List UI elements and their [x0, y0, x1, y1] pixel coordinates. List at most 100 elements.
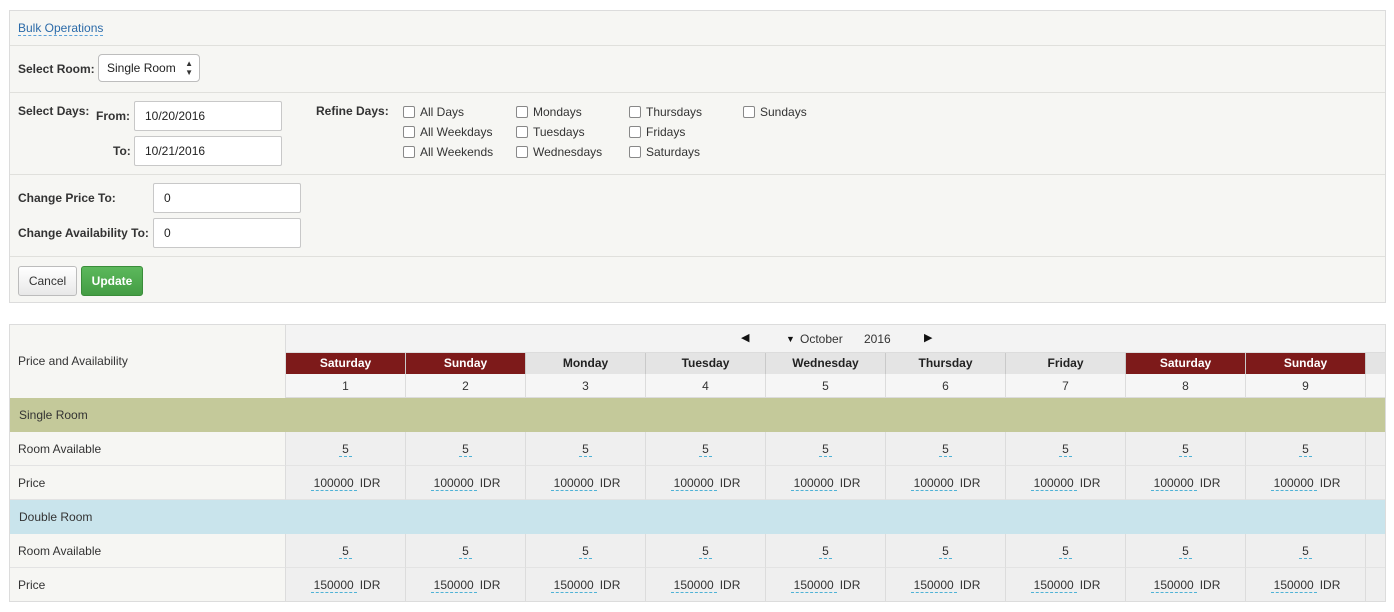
price-cell: 100000 IDR [526, 466, 646, 500]
availability-value[interactable]: 5 [339, 442, 352, 457]
checkbox-icon[interactable] [743, 106, 755, 118]
availability-value[interactable]: 5 [939, 442, 952, 457]
price-value[interactable]: 100000 [550, 476, 597, 491]
day-header: Sunday [1246, 353, 1366, 374]
cancel-button[interactable]: Cancel [18, 266, 77, 296]
price-cell: 150000 IDR [1246, 568, 1366, 601]
checkbox-icon[interactable] [629, 106, 641, 118]
price-value[interactable]: 150000 [430, 578, 477, 593]
day-header: Wednesday [766, 353, 886, 374]
update-button[interactable]: Update [81, 266, 143, 296]
availability-value[interactable]: 5 [819, 544, 832, 559]
availability-value[interactable]: 5 [699, 544, 712, 559]
checkbox-all-days[interactable]: All Days [403, 105, 464, 119]
price-cell: 100000 IDR [646, 466, 766, 500]
availability-value[interactable]: 5 [1179, 544, 1192, 559]
price-availability-grid: Price and Availability ◀ ▼ October 2016 … [9, 324, 1386, 602]
day-header: Monday [526, 353, 646, 374]
availability-value[interactable]: 5 [1179, 442, 1192, 457]
change-availability-input[interactable]: 0 [153, 218, 301, 248]
year-value[interactable]: 2016 [864, 332, 891, 346]
row-filler [1366, 568, 1385, 601]
checkbox-mondays[interactable]: Mondays [516, 105, 582, 119]
date-cell: 7 [1006, 374, 1126, 398]
price-value[interactable]: 150000 [1270, 578, 1317, 593]
currency-label: IDR [359, 578, 381, 592]
price-value[interactable]: 150000 [910, 578, 957, 593]
price-cell: 150000 IDR [766, 568, 886, 601]
currency-label: IDR [1199, 476, 1221, 490]
price-value[interactable]: 150000 [1030, 578, 1077, 593]
prev-month-icon[interactable]: ◀ [741, 332, 750, 344]
availability-value[interactable]: 5 [1059, 544, 1072, 559]
from-date-input[interactable]: 10/20/2016 [134, 101, 282, 131]
price-value[interactable]: 100000 [1270, 476, 1317, 491]
bulk-operations-panel: Bulk Operations Select Room: Single Room… [9, 10, 1386, 303]
date-cell: 2 [406, 374, 526, 398]
availability-value[interactable]: 5 [579, 442, 592, 457]
checkbox-all-weekdays[interactable]: All Weekdays [403, 125, 492, 139]
availability-value[interactable]: 5 [1299, 442, 1312, 457]
price-cell: 100000 IDR [1126, 466, 1246, 500]
change-price-input[interactable]: 0 [153, 183, 301, 213]
price-label: Price [10, 568, 286, 601]
availability-value[interactable]: 5 [939, 544, 952, 559]
checkbox-saturdays[interactable]: Saturdays [629, 145, 700, 159]
currency-label: IDR [479, 476, 501, 490]
checkbox-icon[interactable] [629, 126, 641, 138]
bulk-operations-link[interactable]: Bulk Operations [18, 21, 104, 36]
checkbox-wednesdays[interactable]: Wednesdays [516, 145, 602, 159]
checkbox-icon[interactable] [516, 126, 528, 138]
date-cell-filler [1366, 374, 1385, 398]
availability-value[interactable]: 5 [339, 544, 352, 559]
availability-value[interactable]: 5 [1299, 544, 1312, 559]
availability-value[interactable]: 5 [819, 442, 832, 457]
price-value[interactable]: 100000 [430, 476, 477, 491]
row-filler [1366, 466, 1385, 500]
price-value[interactable]: 100000 [1030, 476, 1077, 491]
price-value[interactable]: 100000 [310, 476, 357, 491]
checkbox-icon[interactable] [403, 126, 415, 138]
price-value[interactable]: 150000 [310, 578, 357, 593]
availability-cell: 5 [1246, 534, 1366, 568]
price-value[interactable]: 100000 [790, 476, 837, 491]
checkbox-icon[interactable] [629, 146, 641, 158]
availability-value[interactable]: 5 [459, 544, 472, 559]
checkbox-icon[interactable] [403, 146, 415, 158]
currency-label: IDR [599, 578, 621, 592]
currency-label: IDR [1319, 578, 1341, 592]
availability-cell: 5 [406, 534, 526, 568]
next-month-icon[interactable]: ▶ [924, 332, 933, 344]
row-filler [1366, 534, 1385, 568]
to-date-input[interactable]: 10/21/2016 [134, 136, 282, 166]
checkbox-tuesdays[interactable]: Tuesdays [516, 125, 585, 139]
checkbox-thursdays[interactable]: Thursdays [629, 105, 702, 119]
price-cell: 100000 IDR [286, 466, 406, 500]
month-dropdown-icon[interactable]: ▼ [786, 334, 795, 344]
date-cell: 5 [766, 374, 886, 398]
price-cell: 150000 IDR [886, 568, 1006, 601]
availability-value[interactable]: 5 [1059, 442, 1072, 457]
price-value[interactable]: 150000 [550, 578, 597, 593]
price-value[interactable]: 100000 [910, 476, 957, 491]
price-value[interactable]: 100000 [670, 476, 717, 491]
checkbox-fridays[interactable]: Fridays [629, 125, 685, 139]
checkbox-all-weekends[interactable]: All Weekends [403, 145, 493, 159]
availability-value[interactable]: 5 [579, 544, 592, 559]
price-value[interactable]: 150000 [790, 578, 837, 593]
price-value[interactable]: 150000 [1150, 578, 1197, 593]
checkbox-icon[interactable] [403, 106, 415, 118]
price-cell: 150000 IDR [1006, 568, 1126, 601]
checkbox-icon[interactable] [516, 106, 528, 118]
select-days-row: Select Days: From: 10/20/2016 To: 10/21/… [10, 93, 1385, 175]
month-name[interactable]: October [800, 332, 843, 346]
room-select[interactable]: Single Room ▲ ▼ [98, 54, 200, 82]
checkbox-sundays[interactable]: Sundays [743, 105, 807, 119]
availability-value[interactable]: 5 [459, 442, 472, 457]
availability-value[interactable]: 5 [699, 442, 712, 457]
price-value[interactable]: 150000 [670, 578, 717, 593]
checkbox-icon[interactable] [516, 146, 528, 158]
price-value[interactable]: 100000 [1150, 476, 1197, 491]
actions-row: Cancel Update [10, 257, 1385, 303]
date-cell: 3 [526, 374, 646, 398]
